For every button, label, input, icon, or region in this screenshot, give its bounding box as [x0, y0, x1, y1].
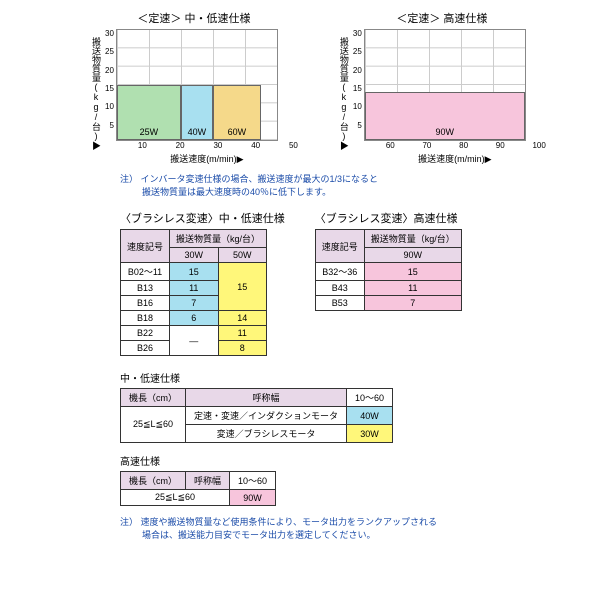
spec-2-length: 25≦L≦60 [121, 490, 230, 506]
chart-1-plot: 25W40W60W [116, 29, 278, 141]
note-2: 注） 速度や搬送物質量など使用条件により、モータ出力をランクアップされる 場合は… [120, 516, 580, 541]
chart-1-xticks: 1020304050 [116, 141, 298, 150]
tables-row: 〈ブラシレス変速〉中・低速仕様 速度記号 搬送物質量（kg/台） 30W 50W… [120, 210, 580, 356]
note-2-label: 注） [120, 517, 138, 527]
chart-2-title: ＜定速＞ 高速仕様 [396, 10, 487, 26]
charts-row: ＜定速＞ 中・低速仕様 搬送物質量(kg/台)▶ 30252015105 25W… [90, 10, 580, 165]
table-1-col2: 50W [218, 248, 267, 263]
table-row: B53 7 [315, 296, 461, 311]
chart-2-plot: 90W [364, 29, 526, 141]
note-2-text2: 場合は、搬送能力目安でモータ出力を選定してください。 [142, 530, 375, 540]
table-1-title: 〈ブラシレス変速〉中・低速仕様 [120, 210, 285, 226]
table-2-col0: 速度記号 [315, 230, 364, 263]
chart-region: 25W [117, 85, 181, 140]
chart-1: ＜定速＞ 中・低速仕様 搬送物質量(kg/台)▶ 30252015105 25W… [90, 10, 298, 165]
spec-2-grid: 機長（cm） 呼称幅 10～60 25≦L≦60 90W [120, 471, 276, 506]
note-1-text2: 搬送物質量は最大速度時の40％に低下します。 [142, 187, 331, 197]
chart-region: 40W [181, 85, 213, 140]
spec-1-grid: 機長（cm） 呼称幅 10～60 25≦L≦60 定速・変速／インダクションモー… [120, 388, 393, 443]
chart-region: 60W [213, 85, 261, 140]
chart-2-xticks: 60708090100 [364, 141, 546, 150]
chart-2: ＜定速＞ 高速仕様 搬送物質量(kg/台)▶ 30252015105 90W 6… [338, 10, 546, 165]
table-row: B22 — 11 [121, 326, 267, 341]
note-1-label: 注） [120, 174, 138, 184]
spec-1-row1-val: 40W [347, 407, 393, 425]
spec-2: 高速仕様 機長（cm） 呼称幅 10～60 25≦L≦60 90W [120, 453, 580, 506]
chart-region: 90W [365, 92, 525, 140]
note-1-text1: インバータ変速仕様の場合、搬送速度が最大の1/3になると [141, 174, 379, 184]
spec-1-row2-label: 変速／ブラシレスモータ [186, 425, 347, 443]
chart-1-yticks: 30252015105 [105, 29, 116, 139]
spec-1-length: 25≦L≦60 [121, 407, 186, 443]
chart-1-x-label: 搬送速度(m/min)▶ [116, 152, 298, 165]
table-1-col0: 速度記号 [121, 230, 170, 263]
chart-1-title: ＜定速＞ 中・低速仕様 [137, 10, 250, 26]
spec-1-row1-label: 定速・変速／インダクションモータ [186, 407, 347, 425]
spec-2-length-hdr: 機長（cm） [121, 472, 186, 490]
table-2: 〈ブラシレス変速〉高速仕様 速度記号 搬送物質量（kg/台） 90W B32～3… [315, 210, 462, 356]
spec-1: 中・低速仕様 機長（cm） 呼称幅 10～60 25≦L≦60 定速・変速／イン… [120, 370, 580, 443]
table-2-hdr: 搬送物質量（kg/台） [364, 230, 461, 248]
chart-2-x-label: 搬送速度(m/min)▶ [364, 152, 546, 165]
table-1-hdr: 搬送物質量（kg/台） [170, 230, 267, 248]
spec-2-width-range: 10～60 [230, 472, 276, 490]
spec-2-row1-val: 90W [230, 490, 276, 506]
table-row: B43 11 [315, 281, 461, 296]
spec-1-length-hdr: 機長（cm） [121, 389, 186, 407]
table-1-col1: 30W [170, 248, 219, 263]
spec-1-title: 中・低速仕様 [120, 370, 580, 385]
chart-1-y-unit: 搬送物質量(kg/台)▶ [90, 29, 103, 165]
spec-1-width-hdr: 呼称幅 [186, 389, 347, 407]
spec-2-width-hdr: 呼称幅 [186, 472, 230, 490]
note-2-text1: 速度や搬送物質量など使用条件により、モータ出力をランクアップされる [141, 517, 437, 527]
chart-2-y-unit: 搬送物質量(kg/台)▶ [338, 29, 351, 165]
table-row: B18 6 14 [121, 311, 267, 326]
table-row: B32～36 15 [315, 263, 461, 281]
spec-2-title: 高速仕様 [120, 453, 580, 468]
table-row: B02～11 15 15 [121, 263, 267, 281]
spec-1-width-range: 10～60 [347, 389, 393, 407]
spec-1-row2-val: 30W [347, 425, 393, 443]
table-2-grid: 速度記号 搬送物質量（kg/台） 90W B32～36 15 B43 11 B5… [315, 229, 462, 311]
table-1: 〈ブラシレス変速〉中・低速仕様 速度記号 搬送物質量（kg/台） 30W 50W… [120, 210, 285, 356]
note-1: 注） インバータ変速仕様の場合、搬送速度が最大の1/3になると 搬送物質量は最大… [120, 173, 580, 198]
table-2-title: 〈ブラシレス変速〉高速仕様 [315, 210, 462, 226]
chart-2-yticks: 30252015105 [353, 29, 364, 139]
table-2-col1: 90W [364, 248, 461, 263]
table-1-grid: 速度記号 搬送物質量（kg/台） 30W 50W B02～11 15 15 B1… [120, 229, 267, 356]
